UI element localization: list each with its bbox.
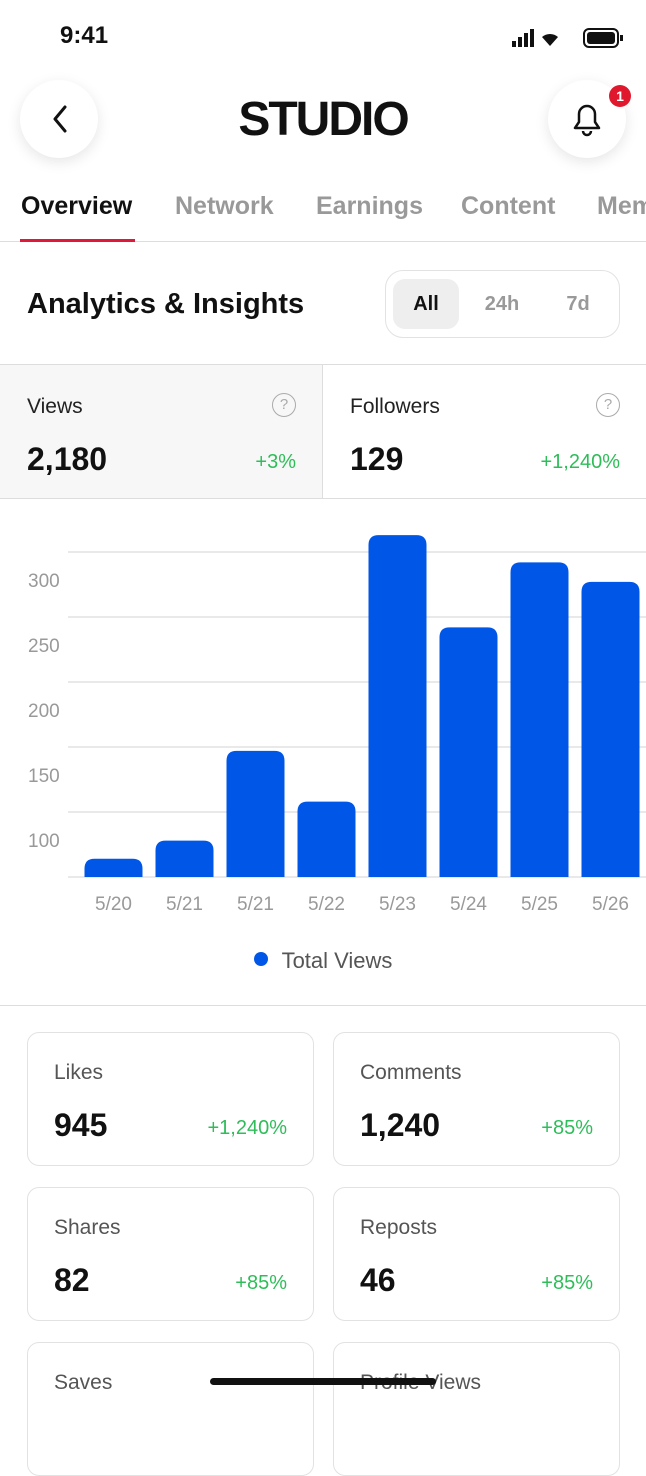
summary-value: 129 xyxy=(350,441,404,477)
y-tick-label: 100 xyxy=(28,831,60,852)
metric-change: +85% xyxy=(235,1272,287,1294)
metric-label: Saves xyxy=(54,1371,113,1394)
help-icon[interactable]: ? xyxy=(272,393,296,417)
bar xyxy=(155,840,214,877)
tab[interactable]: Content xyxy=(461,192,556,220)
notification-button[interactable] xyxy=(548,80,626,158)
tab-bar: Overview Network Earnings Content Member… xyxy=(0,190,646,242)
notification-badge: 1 xyxy=(609,85,631,107)
divider xyxy=(0,1005,646,1006)
x-tick-label: 5/20 xyxy=(95,894,132,915)
legend: Total Views xyxy=(0,948,646,974)
summary-card[interactable]: Followers ? 129 +1,240% xyxy=(323,364,646,499)
metric-label: Comments xyxy=(360,1061,462,1084)
page: 9:41 STUDIO 1 Overview Network Earnings … xyxy=(0,22,646,1476)
back-icon xyxy=(53,105,67,133)
legend-label: Total Views xyxy=(281,948,393,973)
status-time: 9:41 xyxy=(60,22,109,49)
legend-swatch xyxy=(253,952,268,966)
tab-indicator xyxy=(20,239,135,242)
summary-value: 2,180 xyxy=(27,441,108,477)
metric-label: Shares xyxy=(54,1216,121,1239)
app-title: STUDIO xyxy=(238,93,409,146)
metric-card[interactable]: Shares 82 +85% xyxy=(27,1187,314,1321)
help-icon[interactable]: ? xyxy=(596,393,620,417)
x-tick-label: 5/21 xyxy=(237,894,274,915)
chart: 100 150 200 250 300 5/20 5/21 5/21 5/22 5/23 5/24 5… xyxy=(28,535,646,915)
filter[interactable]: All xyxy=(393,279,459,329)
section-title: Analytics & Insights xyxy=(27,288,305,320)
bar xyxy=(368,535,427,877)
metric-card[interactable]: Reposts 46 +85% xyxy=(333,1187,620,1321)
y-tick-label: 250 xyxy=(28,636,60,657)
metric-change: +85% xyxy=(541,1272,593,1294)
bar xyxy=(581,581,640,877)
metric-value: 82 xyxy=(54,1262,90,1298)
metric-value: 1,240 xyxy=(360,1107,441,1143)
summary-label: Views xyxy=(27,395,83,418)
x-tick-label: 5/22 xyxy=(308,894,345,915)
summary-change: +3% xyxy=(255,451,296,473)
filter[interactable]: 24h xyxy=(484,293,520,315)
metric-label: Likes xyxy=(54,1061,104,1084)
bar xyxy=(439,627,498,877)
metric-change: +1,240% xyxy=(207,1117,287,1139)
bar xyxy=(226,750,285,877)
bell-icon xyxy=(573,104,601,137)
bar xyxy=(297,801,356,877)
x-tick-label: 5/23 xyxy=(379,894,416,915)
metric-card[interactable]: Saves xyxy=(27,1342,314,1476)
status-icons xyxy=(512,28,623,48)
metric-card[interactable]: Likes 945 +1,240% xyxy=(27,1032,314,1166)
tab[interactable]: Overview xyxy=(21,192,133,220)
x-tick-label: 5/21 xyxy=(166,894,203,915)
tab[interactable]: Network xyxy=(175,192,274,220)
summary-card[interactable]: Views ? 2,180 +3% xyxy=(0,364,323,499)
home-indicator xyxy=(210,1378,436,1385)
metric-card[interactable]: Comments 1,240 +85% xyxy=(333,1032,620,1166)
tab[interactable]: Earnings xyxy=(316,192,423,220)
y-tick-label: 150 xyxy=(28,766,60,787)
bar xyxy=(510,562,569,877)
metric-change: +85% xyxy=(541,1117,593,1139)
tab[interactable]: Members xyxy=(597,192,646,220)
y-tick-label: 300 xyxy=(28,571,60,592)
filter[interactable]: 7d xyxy=(566,293,590,315)
metric-label: Reposts xyxy=(360,1216,438,1239)
filter-group: All 24h 7d xyxy=(385,270,620,338)
summary-change: +1,240% xyxy=(540,451,620,473)
x-tick-label: 5/24 xyxy=(450,894,487,915)
summary-label: Followers xyxy=(350,395,440,418)
metric-card[interactable]: Profile Views xyxy=(333,1342,620,1476)
y-tick-label: 200 xyxy=(28,701,60,722)
bar xyxy=(84,858,143,877)
x-tick-label: 5/25 xyxy=(521,894,558,915)
metric-value: 46 xyxy=(360,1262,396,1298)
metric-value: 945 xyxy=(54,1107,108,1143)
back-button[interactable] xyxy=(20,80,98,158)
x-tick-label: 5/26 xyxy=(592,894,629,915)
